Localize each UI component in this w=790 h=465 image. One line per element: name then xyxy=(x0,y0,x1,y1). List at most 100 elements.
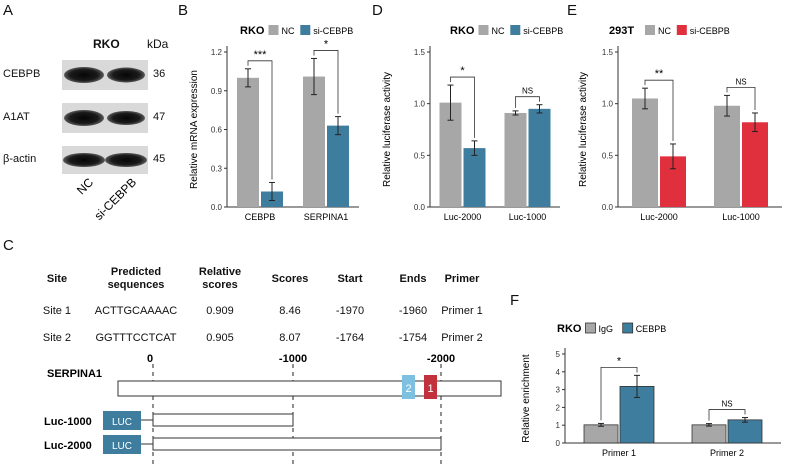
position-2000: -2000 xyxy=(427,353,455,365)
significance-bracket xyxy=(247,60,273,180)
blot-cell-line: RKO xyxy=(93,37,120,51)
chart-title: 293T xyxy=(609,25,634,37)
bar-SERPINA1-si-CEBPB xyxy=(327,125,349,207)
luc-1000-insert xyxy=(152,413,294,427)
y-tick-label: 1.0 xyxy=(414,100,426,109)
bar-Luc-1000-si-CEBPB xyxy=(528,108,551,207)
chart-e-luciferase-293t: 293T NC si-CEBPB 0.0 0.5 1.0 1.5 Relative lucif… xyxy=(578,25,782,222)
promoter-construct-diagram: 0 -1000 -2000 SERPINA1 2 1 Luc-1000 LUC … xyxy=(44,353,502,465)
legend-label-0: IgG xyxy=(599,324,614,334)
significance-bracket xyxy=(708,409,746,421)
significance-label: *** xyxy=(254,49,268,61)
x-tick-label: Luc-2000 xyxy=(444,212,482,222)
luc-1000-tag-label: LUC xyxy=(112,417,132,428)
band-actin-si xyxy=(105,153,147,167)
significance-bracket xyxy=(313,50,339,114)
significance-bracket xyxy=(450,76,475,138)
y-tick-label: 4 xyxy=(556,368,561,377)
blot-kda-cebpb: 36 xyxy=(153,68,166,80)
bar-Luc-2000-si-CEBPB xyxy=(463,148,486,207)
blot-lane-nc: NC xyxy=(74,175,96,197)
y-tick-label: 3 xyxy=(556,386,561,395)
legend-swatch-1 xyxy=(622,322,634,334)
y-tick-label: 1.0 xyxy=(602,100,614,109)
chart-b-mrna-expression: RKO NC si-CEBPB 0.0 0.3 0.6 0.9 1.2 Relative mRN… xyxy=(189,25,359,222)
legend-label-0: NC xyxy=(492,26,505,36)
table-cell: -1754 xyxy=(398,332,428,344)
col-header-scores: Scores xyxy=(271,273,309,285)
significance-bracket xyxy=(515,96,540,108)
legend-swatch-1 xyxy=(300,25,311,35)
blot-lane-si-cebpb: si-CEBPB xyxy=(92,175,140,223)
bar-Luc-1000-NC xyxy=(714,105,740,207)
significance-label: ** xyxy=(655,68,664,80)
significance-label: NS xyxy=(721,400,732,409)
band-cebpb-si xyxy=(107,67,145,83)
y-tick-label: 0.0 xyxy=(602,203,614,212)
legend-label-1: si-CEBPB xyxy=(690,26,730,36)
band-cebpb-nc xyxy=(64,67,104,83)
chart-f-chip-enrichment: RKO IgG CEBPB 0 1 2 3 4 5 Relative enrichment * Pri… xyxy=(521,322,781,458)
x-tick-label: Luc-1000 xyxy=(509,212,547,222)
x-tick-label: SERPINA1 xyxy=(304,212,349,222)
luc-1000-tag xyxy=(103,411,141,430)
y-tick-label: 0 xyxy=(556,439,561,448)
y-tick-label: 0.3 xyxy=(211,164,223,173)
y-tick-label: 0.0 xyxy=(211,203,223,212)
y-tick-label: 0.5 xyxy=(414,151,426,160)
y-axis-label: Relative enrichment xyxy=(521,354,532,443)
significance-bracket xyxy=(644,79,674,141)
significance-label: * xyxy=(617,355,622,367)
table-cell: Site 1 xyxy=(42,305,72,317)
band-a1at-si xyxy=(107,111,145,125)
panel-letter-a: A xyxy=(3,2,14,19)
legend-swatch-1 xyxy=(510,25,521,35)
legend-swatch-1 xyxy=(676,25,687,35)
x-tick-label: Primer 1 xyxy=(602,448,636,458)
y-tick-label: 0.9 xyxy=(211,87,223,96)
band-actin-nc xyxy=(63,153,105,167)
col-header-primer: Primer xyxy=(444,273,480,285)
legend-swatch-0 xyxy=(478,25,489,35)
legend-swatch-0 xyxy=(585,322,596,334)
blot-protein-cebpb: CEBPB xyxy=(3,68,41,80)
x-tick-label: CEBPB xyxy=(245,212,276,222)
table-cell: Primer 2 xyxy=(441,332,483,344)
table-cell: GGTTTCCTCAT xyxy=(95,332,177,344)
significance-bracket xyxy=(600,366,638,421)
legend-swatch-0 xyxy=(645,25,655,35)
bar-Luc-2000-NC xyxy=(632,98,658,207)
promoter-bar xyxy=(117,380,502,397)
position-0: 0 xyxy=(147,353,153,365)
y-tick-label: 1.2 xyxy=(211,48,223,57)
col-header-relative-scores: Relative scores xyxy=(198,266,242,291)
legend-label-1: si-CEBPB xyxy=(523,26,563,36)
y-axis-label: Relative luciferase activity xyxy=(382,72,393,187)
y-tick-label: 0.5 xyxy=(602,151,614,160)
panel-letter-d: D xyxy=(372,2,383,19)
site-1-label: 1 xyxy=(427,383,433,395)
legend-label-1: si-CEBPB xyxy=(313,26,353,36)
gene-name: SERPINA1 xyxy=(47,368,102,380)
site-2-label: 2 xyxy=(405,383,411,395)
bar-CEBPB-NC xyxy=(237,77,259,207)
legend-label-1: CEBPB xyxy=(636,324,667,334)
bar-Primer 2-CEBPB xyxy=(727,419,763,444)
col-header-start: Start xyxy=(337,273,363,285)
legend-label-0: NC xyxy=(282,26,295,36)
chart-title: RKO xyxy=(240,25,265,37)
y-tick-label: 1.5 xyxy=(414,48,426,57)
chart-title: RKO xyxy=(557,323,582,335)
site-2-box xyxy=(402,375,415,399)
y-axis-label: Relative luciferase activity xyxy=(578,72,589,187)
panel-letter-c: C xyxy=(3,237,14,254)
table-cell: Site 2 xyxy=(42,332,72,344)
blot-protein-bactin: β-actin xyxy=(3,153,37,165)
table-cell: 8.46 xyxy=(279,305,301,317)
y-tick-label: 1.5 xyxy=(602,48,614,57)
y-tick-label: 2 xyxy=(556,403,561,412)
chart-title: RKO xyxy=(450,25,475,37)
col-header-ends: Ends xyxy=(399,273,427,285)
table-cell: -1764 xyxy=(335,332,365,344)
luc-2000-insert xyxy=(152,437,442,451)
